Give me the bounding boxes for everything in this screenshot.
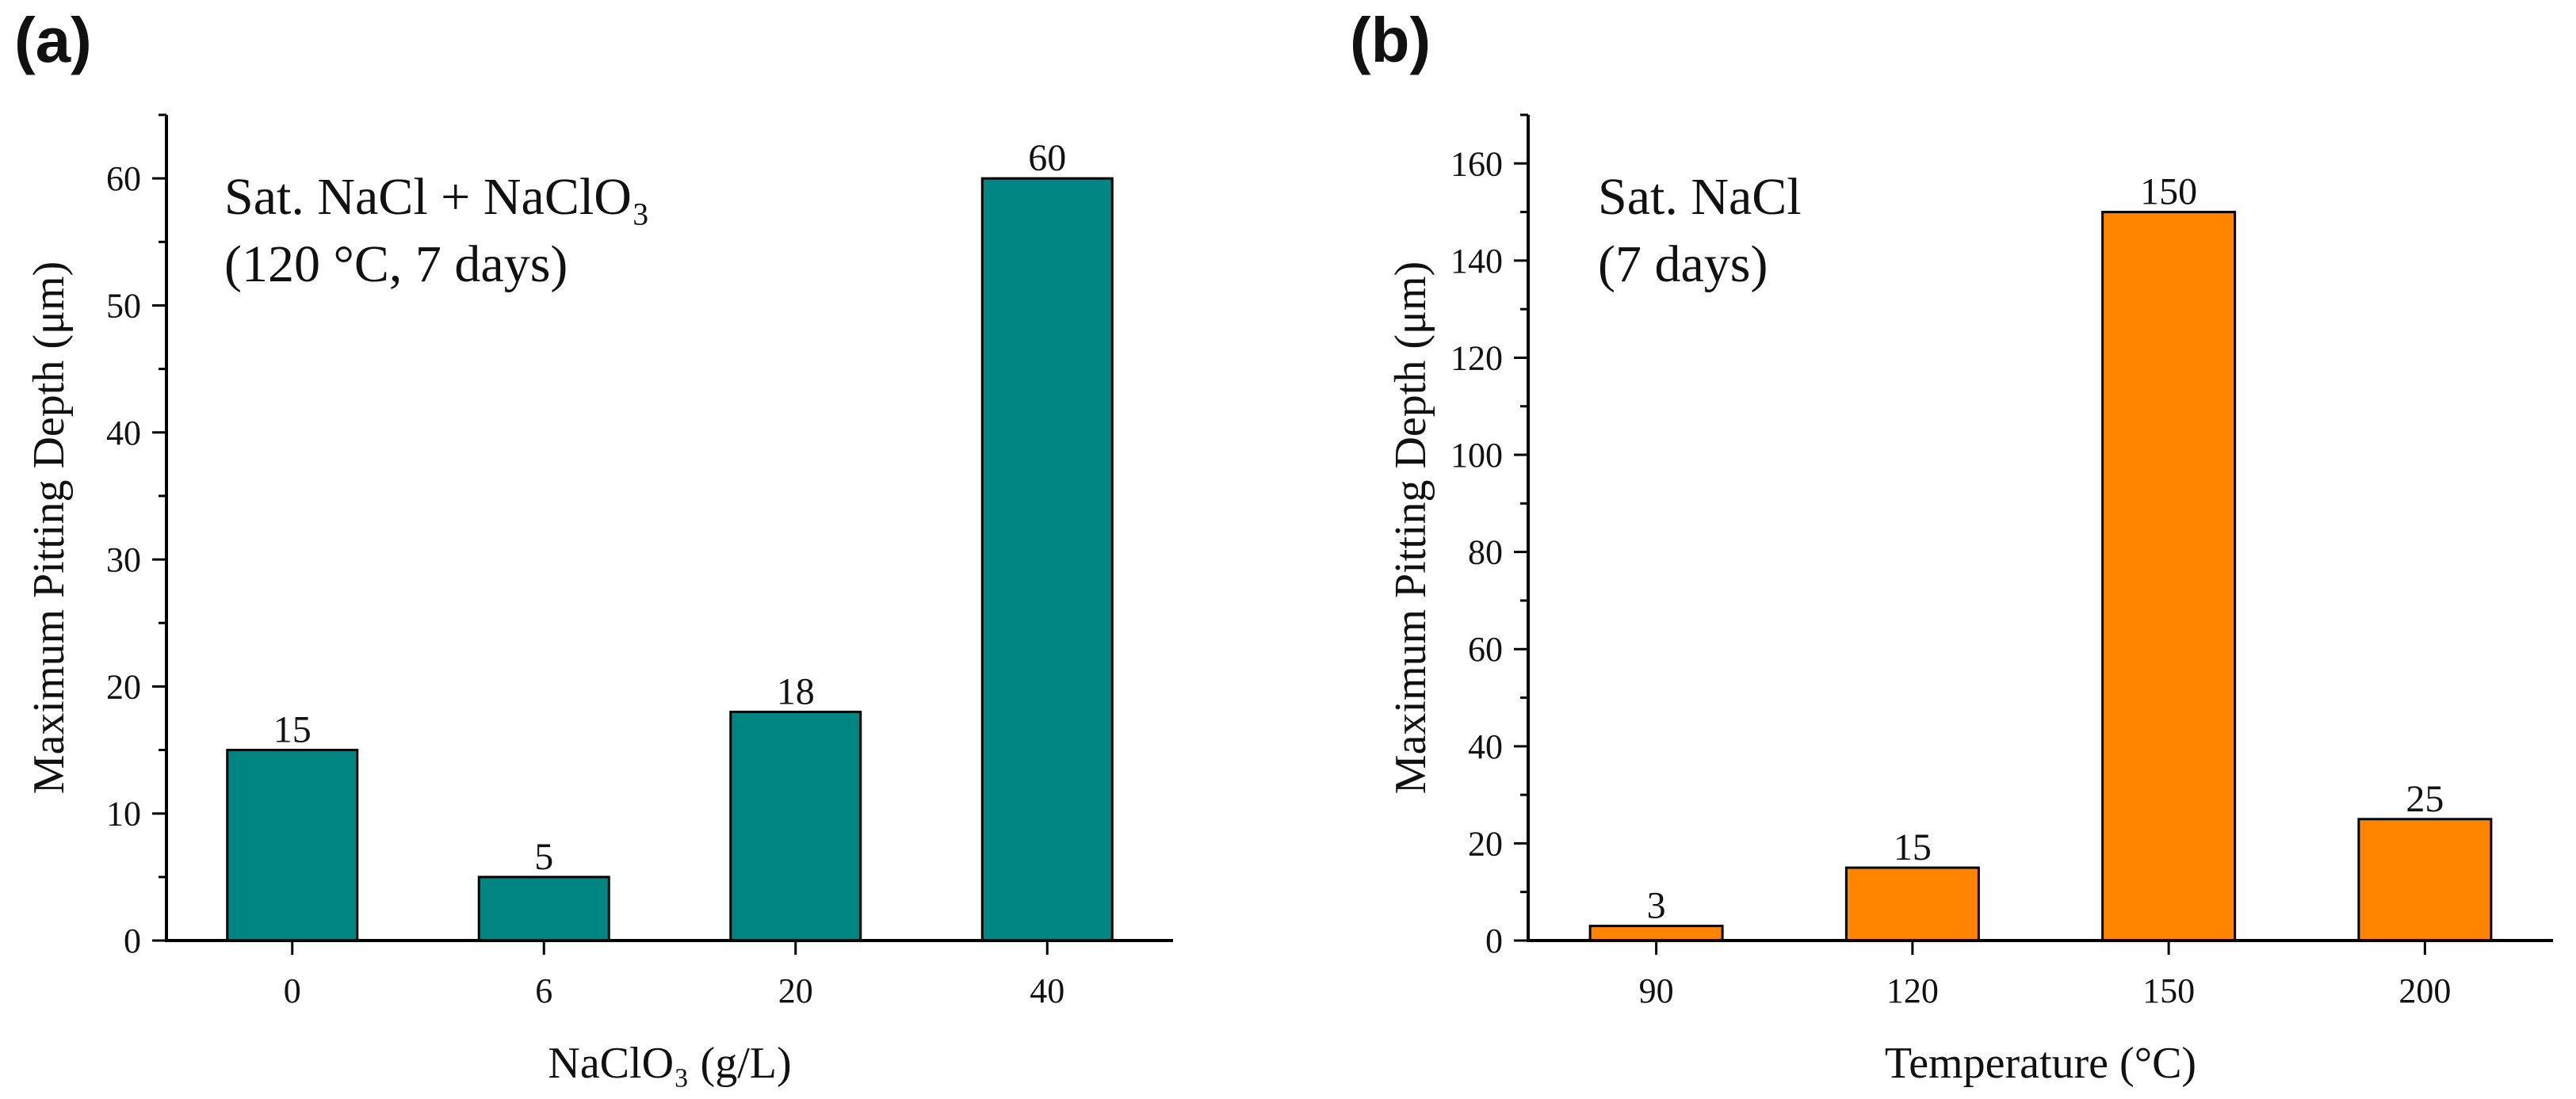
- y-tick-label: 40: [106, 414, 141, 452]
- panel-label: (b): [1350, 5, 1431, 75]
- bar-6: [477, 876, 610, 942]
- y-tick-label: 100: [1450, 436, 1503, 475]
- annotation-line-0: Sat. NaCl: [1598, 168, 1802, 226]
- y-tick-label: 120: [1450, 338, 1503, 377]
- data-label-120: 15: [1894, 826, 1932, 868]
- data-label-200: 25: [2406, 778, 2444, 820]
- data-label-150: 150: [2140, 171, 2197, 213]
- y-axis-title: Maximum Pitting Depth (μm): [1386, 261, 1435, 794]
- y-tick-label: 60: [1468, 630, 1503, 669]
- bar-150: [2101, 211, 2237, 942]
- bar-90: [1588, 925, 1724, 942]
- y-tick-label: 10: [106, 795, 141, 834]
- chart-panel-0: (a) 15 5 18 60 0 10 20 30 40 50 60 0 6 20 40 NaClO₃ (g/L…: [14, 5, 1173, 1088]
- y-tick-label: 20: [106, 667, 141, 706]
- data-label-40: 60: [1028, 137, 1066, 179]
- x-axis-title: NaClO₃ (g/L): [548, 1039, 791, 1088]
- bar-40: [980, 177, 1114, 942]
- bar-0: [226, 749, 359, 942]
- bar-120: [1844, 866, 1980, 942]
- y-tick-label: 140: [1450, 242, 1503, 280]
- y-tick-label: 30: [106, 540, 141, 579]
- y-tick-label: 50: [106, 286, 141, 325]
- annotation-line-1: (7 days): [1598, 235, 1768, 293]
- x-tick-label: 0: [284, 971, 301, 1010]
- y-tick-label: 0: [1485, 922, 1503, 960]
- x-axis-title: Temperature (°C): [1885, 1039, 2196, 1088]
- bar-200: [2357, 818, 2493, 942]
- data-label-6: 5: [534, 836, 553, 878]
- y-tick-label: 80: [1468, 533, 1503, 572]
- y-tick-label: 60: [106, 159, 141, 198]
- y-tick-label: 160: [1450, 144, 1503, 183]
- x-tick-label: 40: [1030, 971, 1064, 1010]
- y-tick-label: 20: [1468, 824, 1503, 863]
- x-tick-label: 90: [1639, 971, 1674, 1010]
- annotation-line-0: Sat. NaCl + NaClO₃: [224, 168, 650, 226]
- bar-20: [729, 710, 862, 942]
- data-label-0: 15: [273, 709, 311, 751]
- y-tick-label: 0: [124, 922, 141, 960]
- x-tick-label: 150: [2142, 971, 2195, 1010]
- data-label-20: 18: [777, 670, 815, 712]
- x-tick-label: 120: [1886, 971, 1939, 1010]
- x-tick-label: 200: [2398, 971, 2451, 1010]
- annotation-line-1: (120 °C, 7 days): [224, 235, 568, 293]
- y-tick-label: 40: [1468, 727, 1503, 766]
- y-axis-title: Maximum Pitting Depth (μm): [25, 261, 74, 794]
- chart-panel-1: (b) 3 15 150 25 0 20 40 60 80 100 120 140 160 90 120 150…: [1350, 5, 2553, 1088]
- data-label-90: 3: [1647, 885, 1666, 927]
- x-tick-label: 6: [535, 971, 552, 1010]
- x-tick-label: 20: [778, 971, 813, 1010]
- panel-label: (a): [14, 5, 92, 75]
